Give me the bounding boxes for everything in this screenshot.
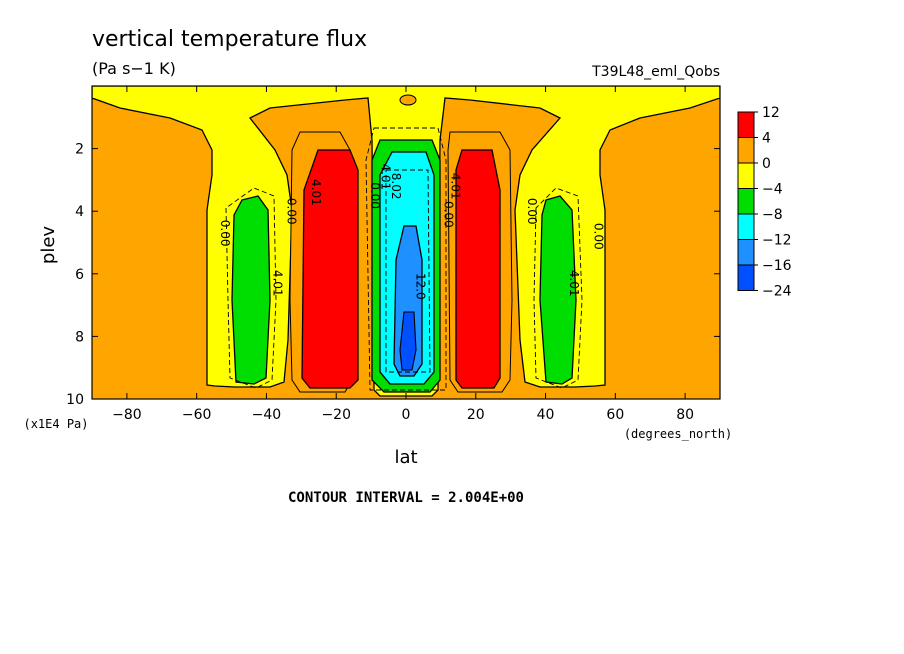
y-tick-label: 2	[75, 142, 84, 158]
x-tick-label: −80	[112, 407, 142, 423]
contour-label: 4.01	[567, 270, 581, 297]
x-tick-label: −40	[252, 407, 282, 423]
y-tick-label: 4	[75, 204, 84, 220]
colorbar-swatch	[737, 162, 755, 189]
contour-labels: 0.004.010.004.01 0.004.018.0212.04.010.00…	[218, 163, 605, 299]
x-axis-label: lat	[394, 447, 417, 468]
field-neg-lobe-north	[539, 195, 577, 385]
run-label: T39L48_eml_Qobs	[591, 64, 720, 80]
x-tick-label: 40	[537, 407, 555, 423]
x-tick-label: −20	[321, 407, 351, 423]
contour-label: 12.0	[413, 273, 427, 300]
colorbar-level-label: 12	[762, 105, 780, 121]
field-pos-column-north	[455, 149, 501, 389]
x-tick-label: 0	[402, 407, 411, 423]
x-tick-label: 20	[467, 407, 485, 423]
x-axis-units: (degrees_north)	[624, 427, 732, 441]
colorbar-swatch	[737, 111, 755, 138]
contour-label: 0.00	[525, 198, 539, 225]
colorbar-level-label: 0	[762, 156, 771, 172]
contour-label: 4.01	[270, 270, 284, 297]
x-tick-label: 80	[676, 407, 694, 423]
y-tick-label: 10	[66, 392, 84, 408]
chart-title: vertical temperature flux	[92, 27, 367, 52]
y-tick-label: 6	[75, 267, 84, 283]
contour-label: 8.02	[389, 173, 403, 200]
dashed-contours	[225, 127, 583, 391]
colorbar-level-label: −4	[762, 182, 783, 198]
contour-label: 0.00	[441, 201, 455, 228]
colorbar: 12 4 0 −4 −8 −12 −16 −24	[737, 105, 792, 300]
colorbar-level-label: −8	[762, 207, 783, 223]
x-axis: −80 −60 −40 −20 0 20 40 60 80	[112, 86, 694, 423]
colorbar-level-label: −16	[762, 258, 792, 274]
y-axis-label: plev	[38, 226, 59, 265]
colorbar-level-label: 4	[762, 131, 771, 147]
x-tick-label: 60	[606, 407, 624, 423]
colorbar-level-label: −24	[762, 284, 792, 300]
contour-field	[91, 85, 721, 400]
colorbar-level-label: −12	[762, 233, 792, 249]
contour-label: 4.01	[309, 179, 323, 206]
colorbar-swatch	[737, 137, 755, 164]
contour-label: 4.01	[448, 173, 462, 200]
contour-label: 4.01	[379, 163, 393, 190]
contour-label: 0.00	[218, 220, 232, 247]
field-top-bump	[399, 94, 417, 106]
contour-label: 0.00	[368, 182, 382, 209]
colorbar-swatch	[737, 188, 755, 215]
contour-label: 0.00	[591, 223, 605, 250]
colorbar-swatch	[737, 264, 755, 291]
field-equatorial-core	[399, 311, 417, 371]
y-tick-label: 8	[75, 329, 84, 345]
field-pos-column-south	[301, 149, 359, 389]
y-axis: 2 4 6 8 10	[66, 142, 720, 408]
chart-units: (Pa s−1 K)	[92, 59, 176, 78]
y-axis-units: (x1E4 Pa)	[23, 417, 88, 431]
contour-interval-note: CONTOUR INTERVAL = 2.004E+00	[288, 490, 524, 506]
x-tick-label: −60	[182, 407, 212, 423]
field-neg-lobe-south	[231, 195, 271, 385]
colorbar-swatch	[737, 213, 755, 240]
contour-label: 0.00	[284, 198, 298, 225]
colorbar-swatch	[737, 239, 755, 266]
